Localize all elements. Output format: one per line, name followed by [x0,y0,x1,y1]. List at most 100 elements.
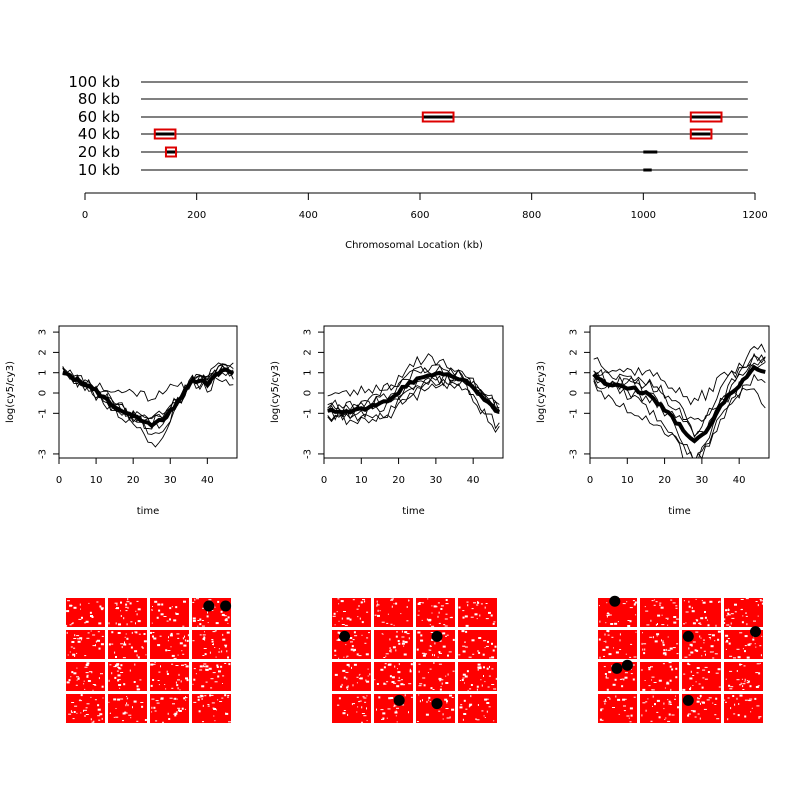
array-gap [668,703,672,705]
array-gap [344,624,348,626]
array-block [332,662,371,691]
x-tick-label: 20 [127,475,140,486]
array-gap [409,670,412,673]
array-gap [66,610,70,613]
array-gap [450,616,453,618]
array-gap [683,623,685,625]
array-gap [362,601,364,603]
array-gap [604,673,607,675]
track-x-axis-title: Chromosomal Location (kb) [345,240,483,251]
array-gap [395,635,398,638]
array-gap [74,655,76,657]
array-gap [84,622,87,624]
array-gap [656,699,660,702]
array-gap [127,697,129,699]
array-gap [101,685,104,688]
array-gap [718,601,720,603]
array-gap [346,686,349,689]
array-gap [135,610,137,612]
array-gap [117,698,121,701]
array-gap [729,625,732,627]
array-gap [483,675,484,677]
array-gap [176,684,179,687]
array-gap [136,613,138,616]
array-gap [464,641,466,643]
array-gap [601,719,604,721]
array-gap [173,657,177,659]
array-gap [742,689,745,690]
array-gap [192,601,195,603]
array-gap [479,614,481,617]
array-gap [417,603,421,605]
array-gap [703,650,706,652]
array-gap [445,603,449,605]
array-gap [644,606,646,608]
array-gap [712,657,715,659]
track-x-tick-label: 1000 [631,210,656,221]
array-gap [356,653,359,656]
array-gap [213,708,217,710]
array-gap [99,713,103,716]
array-gap [659,602,662,604]
array-gap [471,639,475,642]
array-gap [603,641,605,642]
array-gap [102,697,104,699]
array-gap [91,721,94,723]
array-gap [473,602,476,604]
array-gap [604,699,606,702]
array-gap [489,665,490,668]
array-gap [736,697,738,700]
array-gap [352,639,355,641]
array-gap [755,672,759,674]
array-gap [668,700,671,703]
array-gap [611,636,614,638]
array-gap [396,685,400,688]
array-gap [376,683,379,685]
array-gap [696,672,699,674]
array-gap [603,700,607,702]
array-gap [88,671,92,673]
array-gap [736,679,740,681]
array-block [458,630,497,659]
array-gap [645,610,649,612]
array-gap [619,639,621,642]
array-gap [675,695,676,697]
y-axis-title: log(cy5/cy3) [5,361,16,423]
array-gap [359,617,361,620]
highlight-spot [750,626,761,638]
array-gap [192,617,196,620]
array-gap [78,618,82,620]
array-gap [403,684,405,686]
array-gap [690,645,693,647]
array-gap [204,695,207,697]
array-gap [445,708,449,709]
array-gap [382,633,384,635]
array-block [332,630,371,659]
array-gap [417,631,421,634]
x-tick-label: 0 [321,475,327,486]
array-gap [418,663,421,665]
array-gap [710,645,714,648]
array-gap [687,662,690,665]
array-gap [462,673,466,676]
array-gap [177,654,179,656]
array-gap [71,671,74,674]
array-gap [696,649,699,652]
array-gap [377,609,379,612]
y-tick-label: 2 [569,349,580,355]
array-gap [447,673,449,676]
array-gap [485,618,489,620]
array-gap [443,624,446,626]
array-gap [474,613,478,616]
array-gap [653,599,655,601]
array-gap [446,634,449,636]
array-gap [199,665,203,668]
track-x-tick-label: 600 [410,210,429,221]
array-gap [170,646,172,648]
array-gap [171,687,174,689]
array-gap [70,646,73,648]
array-gap [396,721,398,723]
array-gap [151,609,153,611]
array-gap [144,719,147,721]
